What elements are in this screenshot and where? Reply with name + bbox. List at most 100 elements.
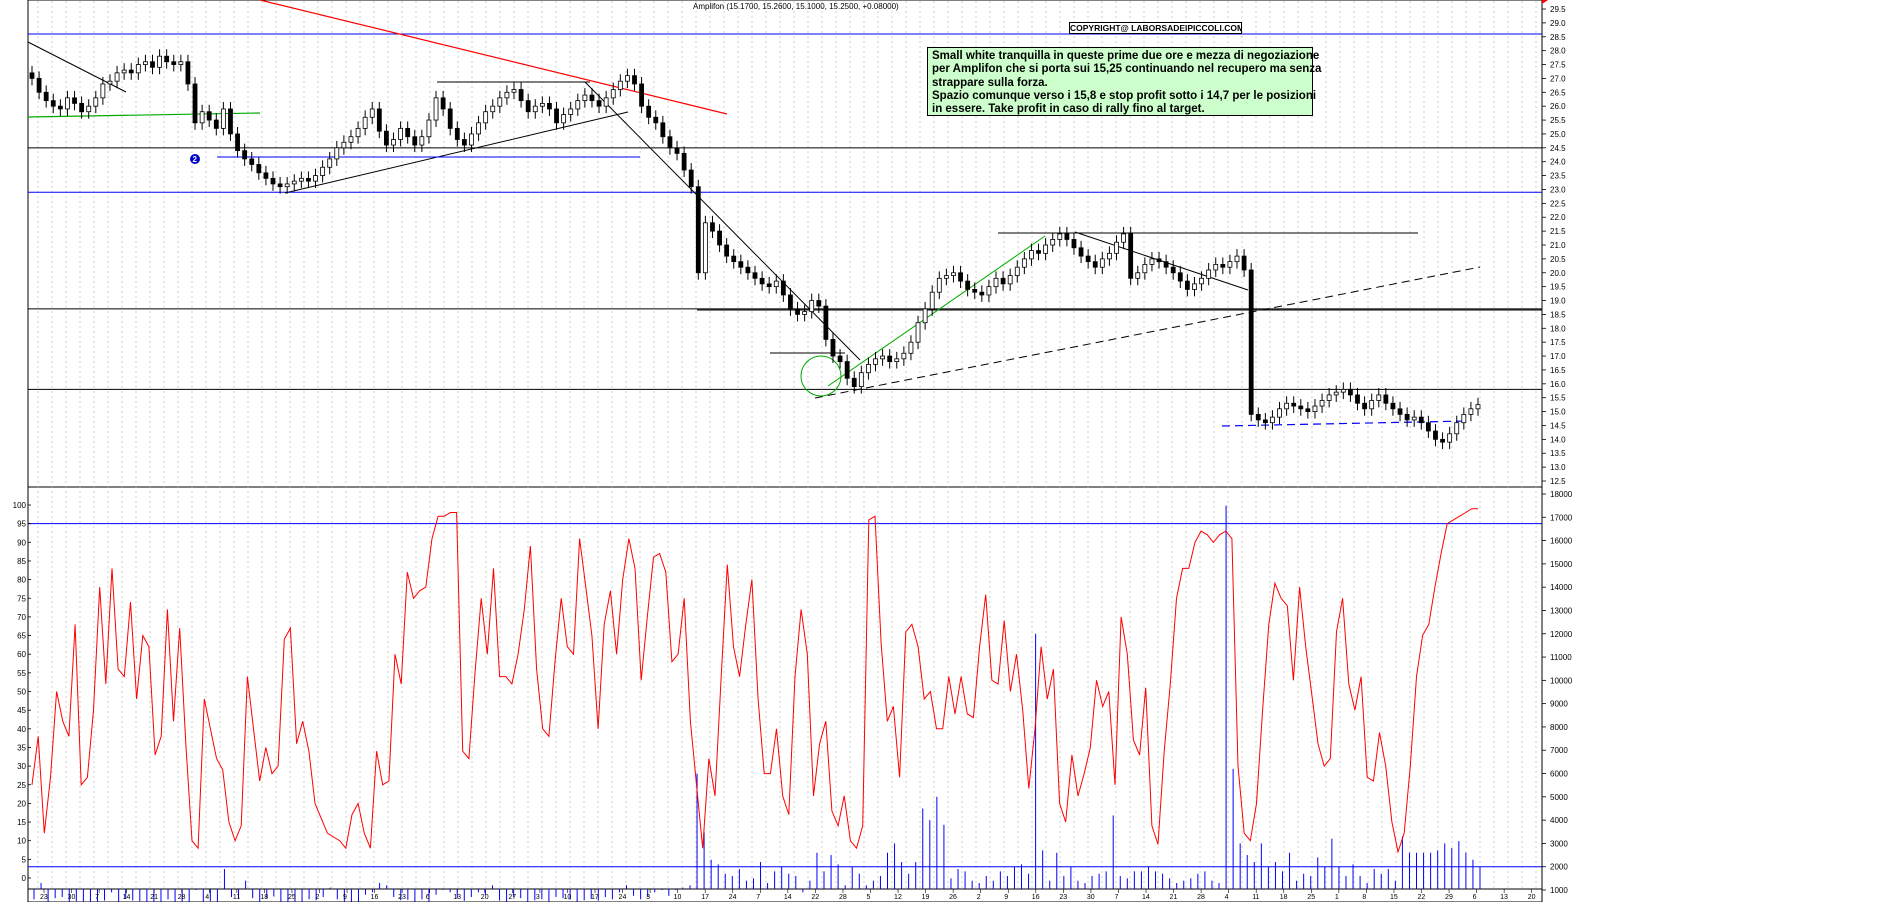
candle-body — [171, 61, 177, 65]
candle-body — [965, 280, 971, 290]
osc-tick-label: 90 — [17, 538, 26, 547]
price-tick-label: 19.0 — [1550, 297, 1566, 306]
candle-body — [773, 280, 779, 288]
date-tick-label: 25 — [1307, 894, 1315, 901]
candle-body — [603, 97, 609, 107]
marker-2-label: 2 — [193, 155, 198, 164]
candle-body — [1057, 233, 1063, 240]
candle-body — [1447, 433, 1453, 443]
volume-tick-label: 16000 — [1550, 537, 1573, 546]
candle-body — [192, 83, 198, 124]
price-tick-label: 16.0 — [1550, 380, 1566, 389]
date-tick-label: 21 — [1170, 894, 1178, 901]
candle-body — [249, 158, 255, 165]
candle-body — [830, 338, 836, 357]
candle-body — [1326, 394, 1332, 401]
candle-body — [320, 166, 326, 176]
candle-body — [135, 64, 141, 74]
candle-body — [986, 286, 992, 296]
copyright-badge: COPYRIGHT@ LABORSADEIPICCOLI.COM — [1069, 22, 1242, 34]
candle-body — [65, 97, 70, 110]
oscillator-line — [31, 508, 1478, 854]
candle-body — [724, 244, 730, 257]
date-tick-label: 20 — [481, 894, 489, 901]
rising-trendline — [284, 111, 629, 194]
candle-body — [511, 89, 517, 93]
volume-tick-label: 6000 — [1550, 770, 1568, 779]
note-line-2: per Amplifon che si porta sui 15,25 cont… — [932, 63, 1322, 76]
candle-body — [298, 177, 304, 182]
candle-body — [993, 277, 999, 288]
candle-body — [837, 355, 843, 363]
date-tick-label: 25 — [288, 894, 296, 901]
candle-body — [440, 97, 446, 110]
candle-body — [1128, 233, 1134, 279]
candle-body — [844, 361, 850, 379]
candle-body — [880, 355, 885, 360]
candle-body — [1425, 422, 1431, 432]
date-tick-label: 28 — [178, 894, 186, 901]
dashed-support-line — [814, 266, 1481, 399]
candle-body — [1177, 272, 1183, 282]
price-tick-label: 18.5 — [1550, 310, 1566, 319]
date-tick-label: 10 — [674, 894, 682, 901]
candle-body — [1461, 413, 1467, 424]
candle-body — [1369, 400, 1375, 410]
candle-body — [858, 372, 864, 388]
candle-body — [788, 294, 793, 310]
date-tick-label: 4 — [205, 894, 209, 901]
price-tick-label: 27.0 — [1550, 74, 1566, 83]
volume-tick-label: 17000 — [1550, 513, 1573, 522]
candle-body — [766, 283, 772, 288]
candle-body — [894, 358, 900, 363]
price-tick-label: 13.5 — [1550, 449, 1566, 458]
candle-body — [447, 108, 453, 129]
candle-body — [1418, 416, 1424, 424]
osc-tick-label: 10 — [17, 837, 26, 846]
price-tick-label: 22.5 — [1550, 199, 1566, 208]
candle-body — [348, 136, 354, 143]
date-tick-label: 3 — [646, 894, 650, 901]
candle-body — [929, 291, 935, 310]
candle-body — [681, 152, 687, 171]
volume-bars — [33, 505, 1481, 905]
price-tick-label: 13.0 — [1550, 463, 1566, 472]
candle-body — [213, 119, 219, 129]
date-tick-label: 22 — [811, 894, 819, 901]
candle-body — [1241, 255, 1247, 271]
candle-body — [1262, 419, 1268, 424]
price-candles — [29, 49, 1481, 450]
candle-body — [518, 89, 524, 102]
candle-body — [887, 355, 893, 363]
volume-tick-label: 4000 — [1550, 816, 1568, 825]
price-tick-label: 26.5 — [1550, 88, 1566, 97]
candle-body — [1029, 250, 1034, 260]
date-tick-label: 30 — [1087, 894, 1095, 901]
candle-body — [922, 308, 928, 324]
price-tick-label: 17.5 — [1550, 338, 1566, 347]
osc-tick-label: 65 — [17, 632, 26, 641]
price-tick-label: 25.0 — [1550, 130, 1566, 139]
candle-body — [1376, 394, 1382, 401]
osc-tick-label: 40 — [17, 725, 26, 734]
y-axis-ticks: 12.5 13.0 13.5 14.0 14.5 15.0 15.5 16.0 16.5 17.0… — [13, 0, 1573, 895]
osc-tick-label: 25 — [17, 781, 26, 790]
last-price-marker — [1542, 0, 1548, 4]
candle-body — [1142, 264, 1148, 274]
price-tick-label: 15.0 — [1550, 408, 1566, 417]
candle-body — [79, 103, 85, 113]
volume-tick-label: 14000 — [1550, 583, 1573, 592]
candle-body — [483, 111, 489, 124]
date-tick-label: 20 — [1528, 894, 1536, 901]
candle-body — [851, 377, 857, 388]
candle-body — [107, 80, 113, 85]
candle-body — [745, 266, 751, 274]
candle-body — [688, 169, 694, 188]
candle-body — [1404, 413, 1410, 421]
volume-tick-label: 12000 — [1550, 630, 1573, 639]
candle-body — [121, 69, 127, 74]
date-tick-label: 21 — [150, 894, 158, 901]
candle-body — [915, 322, 921, 343]
candle-body — [419, 136, 425, 146]
price-tick-label: 14.5 — [1550, 421, 1566, 430]
